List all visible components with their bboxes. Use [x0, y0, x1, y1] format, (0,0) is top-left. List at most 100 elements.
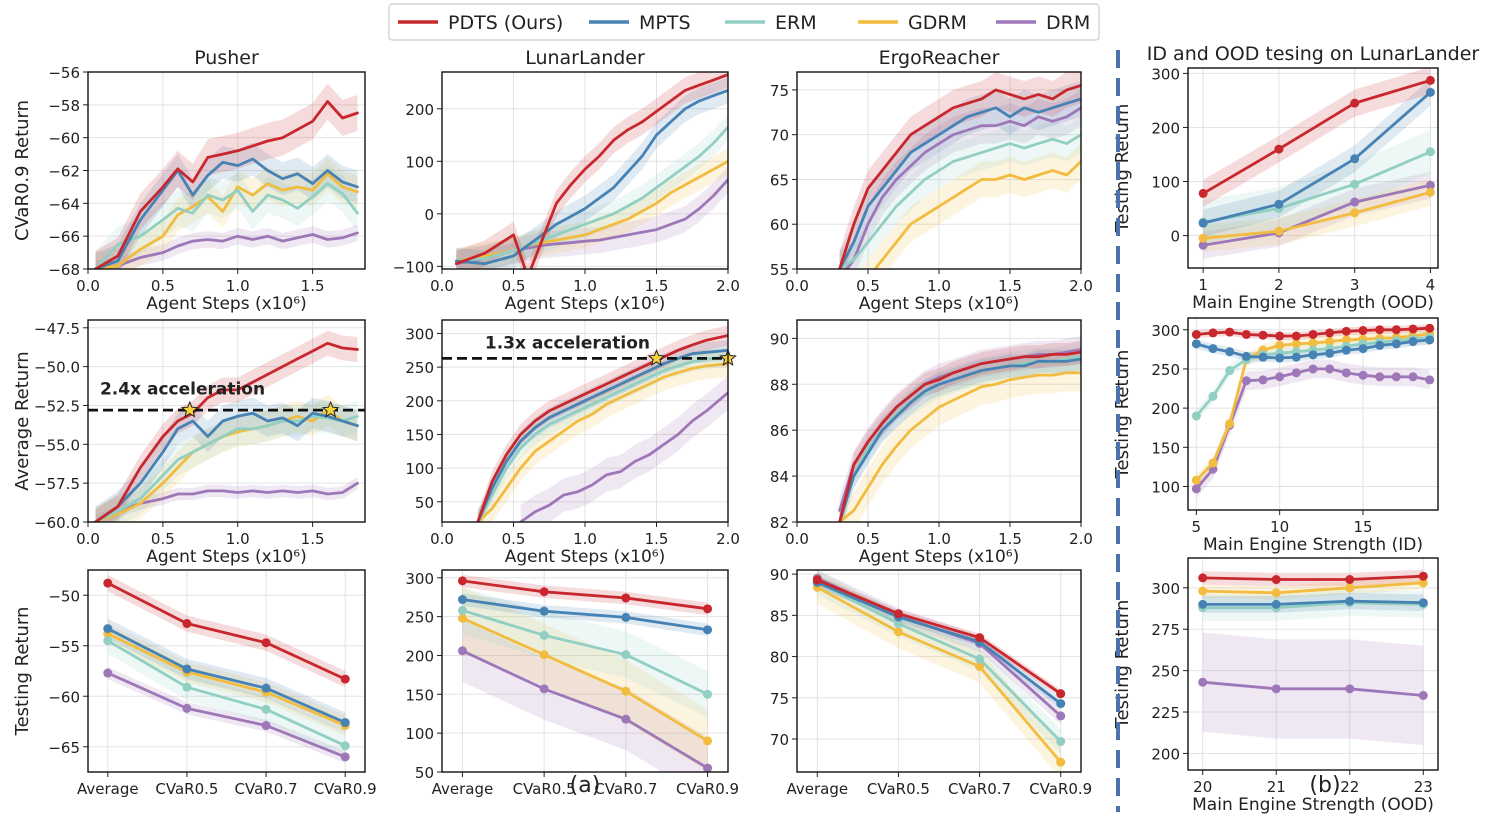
point-drm: [182, 703, 192, 713]
point-gdrm: [1418, 578, 1428, 588]
series-line-pdts-ours: [838, 350, 1081, 522]
panel-ergo_test: 70 75 80 85 90 Average CVaR0.5 CVaR0.7 CVaR0.9: [770, 566, 1092, 798]
panel-lunar_cvar: −100 0 100 200 0.0 0.5 1.0 1.5 2.0 LunarLander Age…: [393, 47, 740, 314]
legend-label-mpts: MPTS: [639, 12, 691, 34]
band-pdts-ours: [95, 83, 358, 269]
series-line-mpts: [460, 598, 709, 632]
band-gdrm: [95, 394, 358, 522]
band-drm: [1196, 359, 1430, 499]
point-drm: [1418, 690, 1428, 700]
x-tick-label: 3: [1350, 276, 1360, 294]
series-line-mpts: [1201, 90, 1432, 225]
legend-item-gdrm: GDRM: [858, 12, 967, 34]
y-axis-label: Testing Return: [1112, 350, 1133, 480]
band-mpts: [456, 77, 728, 269]
legend-label-pdts-ours: PDTS (Ours): [448, 12, 563, 34]
point-mpts: [1291, 352, 1301, 362]
series-line-erm: [1201, 150, 1432, 224]
series-line-drm: [1201, 183, 1432, 247]
legend-item-drm: DRM: [996, 12, 1090, 34]
y-tick-label: 300: [1151, 65, 1180, 83]
band-gdrm: [95, 157, 358, 269]
x-tick-label: 2.0: [1069, 277, 1093, 295]
plot-area: [94, 83, 359, 269]
series-line-erm: [460, 609, 709, 696]
band-pdts-ours: [1202, 569, 1424, 587]
point-drm: [1308, 364, 1318, 374]
point-gdrm: [1275, 340, 1285, 350]
y-tick-label: −56: [48, 64, 80, 82]
x-tick-label: 1.0: [226, 530, 250, 548]
x-tick-label: 0.5: [502, 530, 526, 548]
x-tick-label: 1: [1198, 276, 1208, 294]
y-tick-label: 70: [770, 127, 789, 145]
point-drm: [103, 668, 113, 678]
point-pdts-ours: [1425, 323, 1435, 333]
x-tick-label: 0.0: [430, 530, 454, 548]
point-drm: [1271, 684, 1281, 694]
plot-area: [1191, 323, 1435, 499]
x-tick-label: 1.0: [927, 277, 951, 295]
x-tick-label: 21: [1267, 778, 1286, 796]
series-line-mpts: [106, 627, 347, 724]
x-tick-label: 0.0: [430, 277, 454, 295]
y-axis-label: Testing Return: [12, 607, 33, 737]
y-tick-label: 200: [1151, 119, 1180, 137]
point-gdrm: [1225, 419, 1235, 429]
point-mpts: [103, 624, 113, 634]
x-axis-label: Agent Steps (x10⁶): [505, 294, 665, 314]
point-drm: [1258, 375, 1268, 385]
y-tick-label: 300: [1151, 322, 1180, 340]
point-drm: [621, 714, 631, 724]
point-erm: [261, 704, 271, 714]
point-gdrm: [893, 627, 903, 637]
series-line-pdts-ours: [94, 100, 359, 269]
point-mpts: [621, 612, 631, 622]
point-drm: [1425, 375, 1435, 385]
y-tick-label: 200: [405, 647, 434, 665]
point-gdrm: [975, 661, 985, 671]
series-line-erm: [94, 182, 359, 269]
point-drm: [1391, 372, 1401, 382]
y-tick-label: 0: [424, 206, 434, 224]
point-pdts-ours: [975, 633, 985, 643]
point-erm: [703, 689, 713, 699]
band-pdts-ours: [107, 575, 346, 688]
y-tick-label: 55: [770, 261, 789, 279]
y-tick-label: 50: [415, 494, 434, 512]
point-gdrm: [1291, 339, 1301, 349]
point-gdrm: [1198, 586, 1208, 596]
star-marker: [321, 400, 340, 418]
legend: PDTS (Ours) MPTS ERM GDRM DRM: [388, 3, 1100, 41]
point-pdts-ours: [1275, 331, 1285, 341]
x-tick-label: 1.5: [301, 530, 325, 548]
y-tick-label: 90: [770, 566, 789, 584]
y-tick-label: 100: [405, 725, 434, 743]
y-tick-label: 70: [770, 731, 789, 749]
y-tick-label: 65: [770, 171, 789, 189]
y-tick-label: 200: [405, 393, 434, 411]
y-tick-label: 200: [1151, 400, 1180, 418]
point-mpts: [1056, 699, 1066, 709]
y-tick-label: 82: [770, 514, 789, 532]
legend-label-gdrm: GDRM: [908, 12, 967, 34]
legend-item-erm: ERM: [725, 12, 817, 34]
point-gdrm: [1308, 338, 1318, 348]
point-drm: [1345, 684, 1355, 694]
point-erm: [1225, 366, 1235, 376]
y-tick-label: −55.0: [34, 436, 80, 454]
y-tick-label: 90: [770, 330, 789, 348]
series-line-pdts-ours: [1201, 574, 1425, 581]
point-pdts-ours: [1274, 144, 1284, 154]
point-mpts: [1425, 87, 1435, 97]
x-tick-label: 2.0: [716, 277, 740, 295]
y-tick-label: −62: [48, 163, 80, 181]
series-line-erm: [1201, 601, 1425, 610]
point-pdts-ours: [1345, 575, 1355, 585]
point-pdts-ours: [1056, 689, 1066, 699]
point-mpts: [1408, 337, 1418, 347]
x-tick-label: 20: [1193, 778, 1212, 796]
panel-lunar_test: 50 100 150 200 250 300 Average CVaR0.5 CVaR0.7 CV…: [405, 569, 739, 798]
x-tick-label: Average: [432, 780, 494, 798]
point-pdts-ours: [812, 575, 822, 585]
